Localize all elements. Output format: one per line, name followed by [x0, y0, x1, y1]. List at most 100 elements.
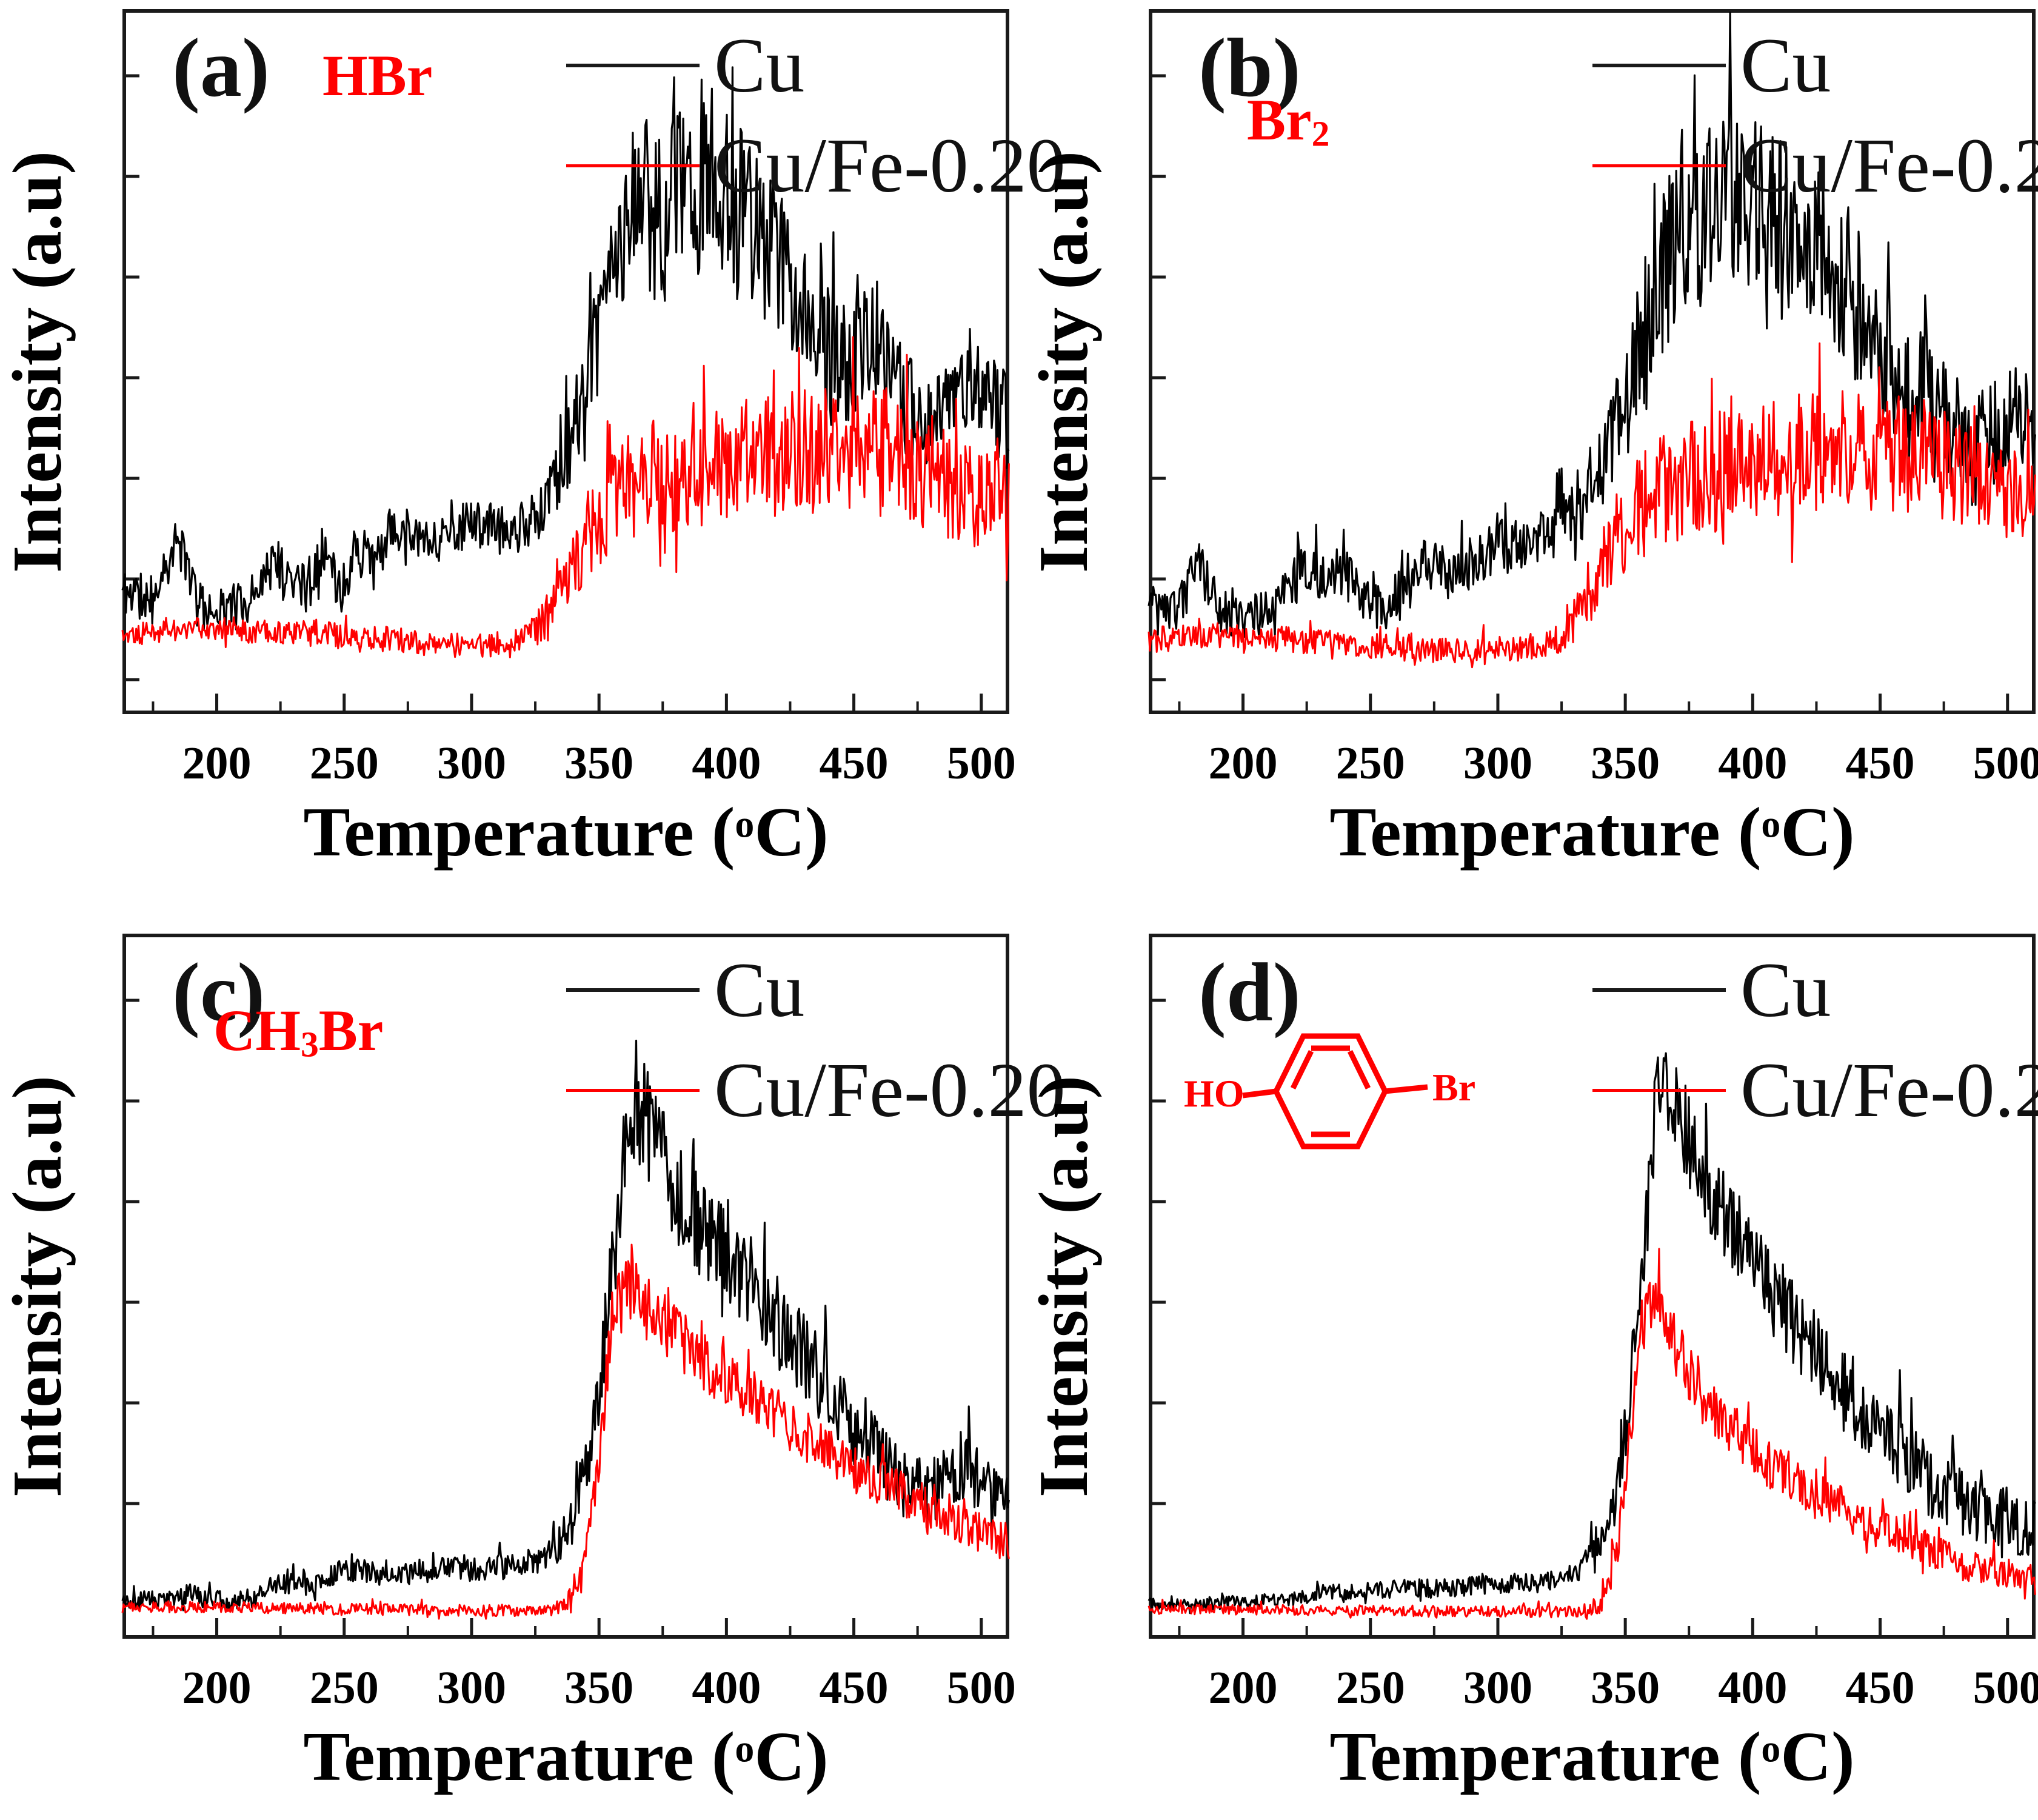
legend-entry-cufe: Cu/Fe-0.20	[566, 1045, 1066, 1136]
x-tick-label-450: 450	[819, 738, 889, 789]
legend-label-cu: Cu	[714, 22, 805, 109]
x-tick-label-400: 400	[692, 1662, 761, 1713]
legend-label-cufe: Cu/Fe-0.20	[1740, 122, 2038, 209]
legend-entry-cufe: Cu/Fe-0.20	[1592, 1045, 2038, 1136]
y-axis-title: Intensity (a.u)	[1025, 150, 1103, 573]
x-tick-label-200: 200	[1208, 1662, 1278, 1713]
superscript: o	[1761, 1727, 1781, 1770]
bromophenol-structure: HO Br	[1184, 1033, 1475, 1149]
text-segment: C)	[1780, 1718, 1855, 1796]
x-tick-label-500: 500	[1973, 738, 2038, 789]
y-axis-title: Intensity (a.u)	[0, 1075, 76, 1497]
plot-frame	[1149, 934, 2036, 1639]
x-axis-title: Temperature (oC)	[122, 1722, 1009, 1792]
x-tick-label-450: 450	[1845, 738, 1915, 789]
subscript: 2	[1311, 113, 1330, 154]
cufe-curve	[121, 336, 1010, 658]
panel-tag: (c)	[172, 946, 266, 1039]
superscript: o	[1761, 802, 1781, 846]
x-tick-label-300: 300	[1463, 1662, 1532, 1713]
x-tick-label-450: 450	[819, 1662, 889, 1713]
panel-tag: (b)	[1198, 21, 1301, 114]
x-tick-label-300: 300	[436, 1662, 506, 1713]
species-label-br2: Br2	[1247, 91, 1329, 152]
legend-entry-cufe: Cu/Fe-0.20	[566, 120, 1066, 211]
legend-label-cufe: Cu/Fe-0.20	[714, 1047, 1066, 1133]
cu-legend-line	[1592, 64, 1726, 67]
text-segment: CH	[213, 998, 301, 1063]
text-segment: Br	[1247, 87, 1312, 152]
legend-label-cufe: Cu/Fe-0.20	[714, 122, 1066, 209]
cufe-curve	[1148, 342, 2036, 669]
cu-curve	[121, 66, 1010, 631]
text-segment: Temperature (	[303, 794, 735, 871]
plot-area-ch3br	[121, 934, 1010, 1639]
panel-bromophenol: (d) HO Br Cu Cu/Fe-0.20 200 250 300 350 400 4…	[1025, 934, 2038, 1792]
plot-area-br2	[1148, 9, 2036, 714]
x-tick-label-400: 400	[1718, 1662, 1788, 1713]
cufe-legend-line	[1592, 164, 1726, 167]
cufe-curve	[121, 1243, 1010, 1620]
x-tick-label-400: 400	[1718, 738, 1788, 789]
plot-area-hbr	[121, 9, 1010, 714]
legend-entry-cu: Cu	[1592, 945, 1831, 1035]
x-axis-title: Temperature (oC)	[1149, 797, 2036, 868]
x-tick-label-300: 300	[436, 738, 506, 789]
cu-legend-line	[1592, 988, 1726, 992]
text-segment: Br	[318, 998, 384, 1063]
subscript: 3	[301, 1024, 319, 1065]
panel-br2: (b) Br2 Cu Cu/Fe-0.20 200 250 300 350 400 450…	[1025, 9, 2038, 868]
cufe-legend-line	[1592, 1088, 1726, 1092]
plot-area-bromophenol	[1148, 934, 2036, 1639]
plot-frame	[1149, 9, 2036, 714]
x-axis-tick-labels: 200 250 300 350 400 450 500	[122, 732, 1016, 792]
text-segment: C)	[1780, 794, 1855, 871]
x-tick-label-500: 500	[946, 1662, 1016, 1713]
x-axis-tick-labels: 200 250 300 350 400 450 500	[122, 1656, 1016, 1717]
x-tick-label-250: 250	[1335, 1662, 1405, 1713]
x-tick-label-250: 250	[309, 1662, 379, 1713]
text-segment: Temperature (	[1329, 794, 1762, 871]
legend-entry-cufe: Cu/Fe-0.20	[1592, 120, 2038, 211]
x-axis-tick-labels: 200 250 300 350 400 450 500	[1149, 1656, 2038, 1717]
plot-frame	[122, 9, 1009, 714]
legend-label-cu: Cu	[714, 947, 805, 1033]
cu-curve	[121, 1039, 1010, 1611]
x-tick-label-250: 250	[309, 738, 379, 789]
superscript: o	[735, 1727, 755, 1770]
bromine-label: Br	[1432, 1066, 1475, 1109]
x-tick-label-200: 200	[1208, 738, 1278, 789]
panel-hbr: (a) HBr Cu Cu/Fe-0.20 200 250 300 350 400 450…	[0, 9, 1066, 868]
x-tick-label-350: 350	[564, 1662, 634, 1713]
x-tick-label-350: 350	[1591, 738, 1660, 789]
text-segment: C)	[754, 794, 829, 871]
x-axis-title: Temperature (oC)	[122, 797, 1009, 868]
x-tick-label-450: 450	[1845, 1662, 1915, 1713]
x-tick-label-500: 500	[1973, 1662, 2038, 1713]
x-tick-label-200: 200	[182, 738, 252, 789]
cu-legend-line	[566, 64, 700, 67]
cufe-legend-line	[566, 164, 700, 167]
panel-tag: (a)	[172, 21, 270, 114]
panel-ch3br: (c) CH3Br Cu Cu/Fe-0.20 200 250 300 350 400 4…	[0, 934, 1066, 1792]
x-tick-label-500: 500	[946, 738, 1016, 789]
superscript: o	[735, 802, 755, 846]
y-axis-title: Intensity (a.u)	[1025, 1075, 1103, 1497]
text-segment: Temperature (	[303, 1718, 735, 1796]
x-tick-label-200: 200	[182, 1662, 252, 1713]
text-segment: HBr	[322, 43, 433, 108]
cu-curve	[1148, 12, 2036, 638]
x-tick-label-400: 400	[692, 738, 761, 789]
cufe-curve	[1148, 1248, 2036, 1620]
x-tick-label-350: 350	[564, 738, 634, 789]
x-axis-tick-labels: 200 250 300 350 400 450 500	[1149, 732, 2038, 792]
legend-entry-cu: Cu	[1592, 20, 1831, 111]
x-axis-title: Temperature (oC)	[1149, 1722, 2036, 1792]
cu-curve	[1148, 1052, 2036, 1614]
legend-label-cufe: Cu/Fe-0.20	[1740, 1047, 2038, 1133]
legend-label-cu: Cu	[1740, 22, 1831, 109]
legend-entry-cu: Cu	[566, 945, 804, 1035]
text-segment: Temperature (	[1329, 1718, 1762, 1796]
legend-entry-cu: Cu	[566, 20, 804, 111]
benzene-ring	[1242, 1033, 1428, 1149]
